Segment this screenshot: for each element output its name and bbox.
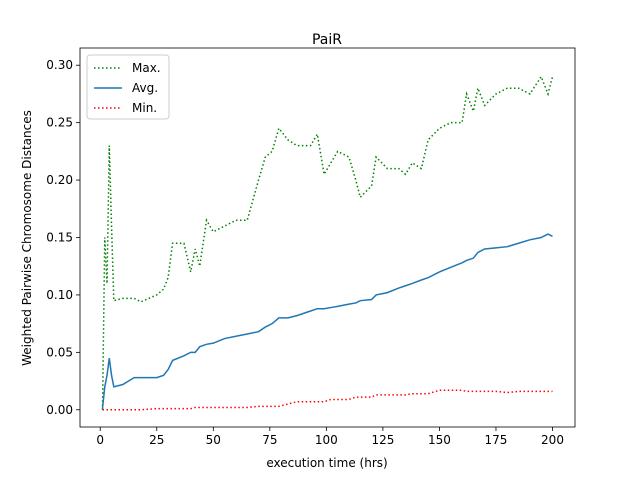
y-tick-label: 0.10	[46, 288, 73, 302]
x-tick-label: 150	[428, 433, 451, 447]
legend: Max. Avg. Min.	[86, 54, 170, 120]
y-tick-label: 0.20	[46, 173, 73, 187]
series-line	[101, 75, 554, 410]
x-tick-label: 200	[541, 433, 564, 447]
legend-label: Avg.	[132, 81, 158, 95]
x-tick-label: 125	[371, 433, 394, 447]
x-axis-label: execution time (hrs)	[266, 456, 387, 470]
chart-title: PaiR	[312, 32, 342, 48]
x-tick-label: 25	[149, 433, 164, 447]
y-tick-label: 0.25	[46, 116, 73, 130]
x-tick-label: 50	[206, 433, 221, 447]
series-line	[102, 389, 553, 411]
y-tick-label: 0.00	[46, 403, 73, 417]
legend-label: Max.	[132, 61, 161, 75]
y-tick-label: 0.30	[46, 58, 73, 72]
y-tick-label: 0.05	[46, 345, 73, 359]
plot-frame	[79, 47, 576, 428]
legend-box	[86, 54, 170, 120]
x-tick-label: 0	[96, 433, 104, 447]
series-line	[101, 233, 553, 409]
x-tick-label: 100	[315, 433, 338, 447]
y-tick-label: 0.15	[46, 231, 73, 245]
legend-label: Min.	[132, 101, 157, 115]
y-axis-label: Weighted Pairwise Chromosome Distances	[20, 110, 34, 366]
x-tick-label: 175	[485, 433, 508, 447]
x-tick-label: 75	[262, 433, 277, 447]
